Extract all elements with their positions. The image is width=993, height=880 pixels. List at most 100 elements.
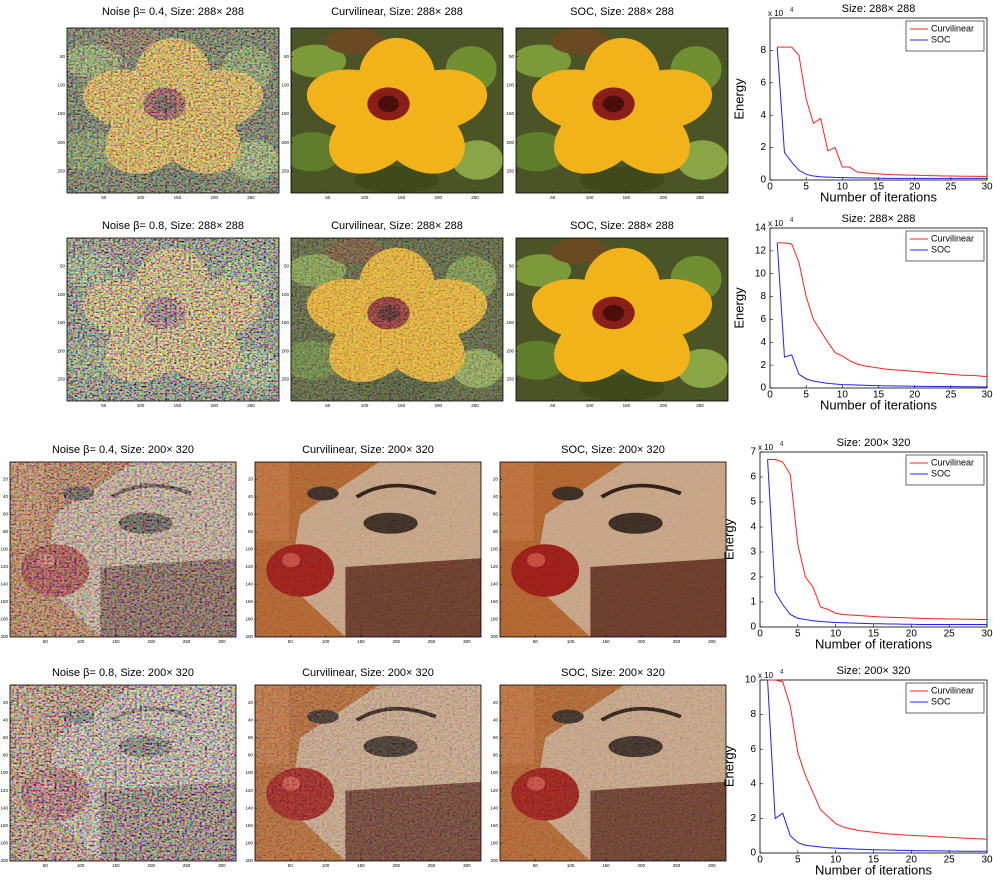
x-axis-label: Number of iterations <box>815 636 933 651</box>
y-scale-exponent: 4 <box>780 670 784 676</box>
y-tick-label: 4 <box>760 110 766 121</box>
x-tick-label: 0 <box>767 182 773 193</box>
image-tick-label: 100 <box>490 547 498 552</box>
image-tick-label: 50 <box>284 54 290 59</box>
image-noise <box>10 685 236 861</box>
image-tick-label: 60 <box>248 735 254 740</box>
image-tick-label: 150 <box>281 111 289 116</box>
image-tick-label: 100 <box>361 403 369 408</box>
y-tick-label: 2 <box>760 360 766 371</box>
image-tick-label: 20 <box>3 700 9 705</box>
image-tick-label: 150 <box>398 195 406 200</box>
image-tick-label: 300 <box>463 639 471 644</box>
y-tick-label: 3 <box>750 547 756 558</box>
chart-title: Size: 288× 288 <box>842 213 916 225</box>
image-tick-label: 20 <box>3 477 9 482</box>
y-tick-label: 2 <box>750 813 756 824</box>
image-tick-label: 50 <box>509 263 515 268</box>
image-tick-label: 300 <box>708 863 716 868</box>
image-noise <box>255 685 481 861</box>
chart-title: Size: 288× 288 <box>842 3 916 15</box>
image-tick-label: 100 <box>322 639 330 644</box>
y-tick-label: 8 <box>760 45 766 56</box>
y-scale-exponent: 4 <box>790 8 794 14</box>
image-tick-label: 100 <box>586 403 594 408</box>
image-tick-label: 150 <box>623 403 631 408</box>
image-tick-label: 250 <box>471 195 479 200</box>
image-tick-label: 200 <box>434 403 442 408</box>
image <box>283 238 503 401</box>
image-tick-label: 200 <box>57 348 65 353</box>
image-tick-label: 20 <box>248 477 254 482</box>
x-tick-label: 25 <box>944 855 956 866</box>
y-tick-label: 6 <box>750 472 756 483</box>
image-tick-label: 60 <box>3 735 9 740</box>
image-tick-label: 200 <box>281 348 289 353</box>
image-tick-label: 80 <box>248 753 254 758</box>
x-tick-label: 5 <box>803 390 809 401</box>
image-tick-label: 200 <box>392 863 400 868</box>
image-tick-label: 150 <box>57 111 65 116</box>
image <box>255 462 481 637</box>
image <box>500 685 726 861</box>
image-title: Noise β= 0.8, Size: 200× 320 <box>52 667 194 679</box>
y-tick-label: 0 <box>750 622 756 633</box>
image-tick-label: 50 <box>550 403 556 408</box>
image-tick-label: 160 <box>490 599 498 604</box>
y-tick-label: 10 <box>745 675 757 686</box>
image-tick-label: 250 <box>183 639 191 644</box>
image-tick-label: 250 <box>506 168 514 173</box>
image-tick-label: 160 <box>0 823 8 828</box>
y-tick-label: 12 <box>755 245 767 256</box>
legend-label: Curvilinear <box>931 23 974 33</box>
image-noise <box>291 238 503 401</box>
image-tick-label: 250 <box>506 377 514 382</box>
image-tick-label: 100 <box>506 82 514 87</box>
image-title: SOC, Size: 288× 288 <box>570 6 674 18</box>
image-tick-label: 50 <box>550 195 556 200</box>
image-title: Noise β= 0.4, Size: 200× 320 <box>52 444 194 456</box>
image-tick-label: 60 <box>493 735 499 740</box>
image-tick-label: 100 <box>0 547 8 552</box>
image-tick-label: 250 <box>281 377 289 382</box>
image <box>255 685 481 861</box>
image-tick-label: 200 <box>659 403 667 408</box>
image-tick-label: 120 <box>0 788 8 793</box>
image-tick-label: 100 <box>281 292 289 297</box>
image-tick-label: 120 <box>490 788 498 793</box>
image-tick-label: 40 <box>248 494 254 499</box>
image-tick-label: 250 <box>247 403 255 408</box>
image-title: SOC, Size: 200× 320 <box>561 444 665 456</box>
image-tick-label: 100 <box>137 195 145 200</box>
image-tick-label: 200 <box>490 634 498 639</box>
image-tick-label: 150 <box>357 863 365 868</box>
image-tick-label: 200 <box>637 639 645 644</box>
image-noise <box>500 685 726 861</box>
y-tick-label: 0 <box>760 175 766 186</box>
image-tick-label: 120 <box>245 788 253 793</box>
x-tick-label: 30 <box>981 855 993 866</box>
y-tick-label: 10 <box>755 268 767 279</box>
image-title: Curvilinear, Size: 288× 288 <box>331 6 463 18</box>
image-title: Curvilinear, Size: 288× 288 <box>331 220 463 232</box>
y-axis-label: Energy <box>731 78 746 120</box>
image-tick-label: 60 <box>493 512 499 517</box>
image-tick-label: 100 <box>0 770 8 775</box>
image-tick-label: 120 <box>245 564 253 569</box>
image-title: Noise β= 0.4, Size: 288× 288 <box>102 6 244 18</box>
x-tick-label: 25 <box>944 629 956 640</box>
image-tick-label: 40 <box>3 717 9 722</box>
x-axis-label: Number of iterations <box>815 862 933 877</box>
image-tick-label: 50 <box>43 863 49 868</box>
image-tick-label: 50 <box>60 263 66 268</box>
image-tick-label: 150 <box>602 863 610 868</box>
image-tick-label: 150 <box>623 195 631 200</box>
image-tick-label: 200 <box>659 195 667 200</box>
image-tick-label: 160 <box>245 599 253 604</box>
image-tick-label: 200 <box>281 140 289 145</box>
image-tick-label: 250 <box>428 639 436 644</box>
image-tick-label: 140 <box>490 582 498 587</box>
image-tick-label: 150 <box>602 639 610 644</box>
image-tick-label: 100 <box>361 195 369 200</box>
image-tick-label: 300 <box>708 639 716 644</box>
